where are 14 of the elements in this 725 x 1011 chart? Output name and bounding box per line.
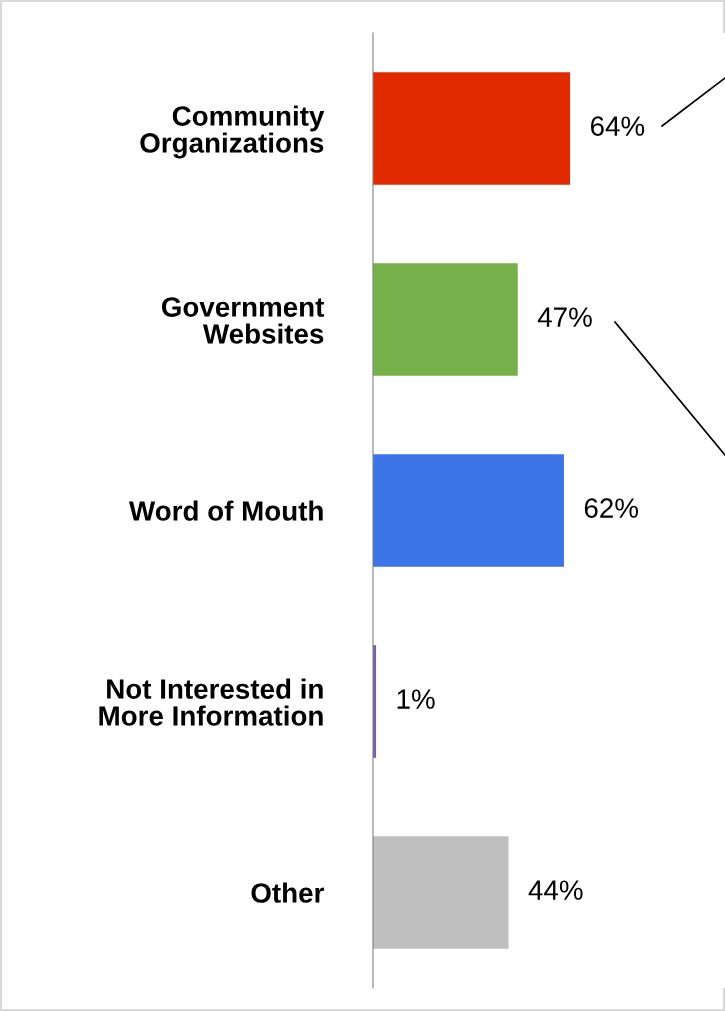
y-tick-label: Not Interested in More Information: [99, 678, 323, 726]
y-tick-label: Word of Mouth: [129, 500, 323, 521]
bar: [373, 836, 509, 949]
bar: [373, 263, 518, 376]
y-tick-label: Other: [251, 882, 324, 903]
data-label: 47%: [537, 307, 592, 327]
data-label: 1%: [397, 689, 435, 709]
data-label: 44%: [528, 880, 583, 900]
bar: [373, 454, 564, 567]
data-label: 64%: [590, 116, 645, 136]
y-tick-label: Community Organizations: [140, 105, 325, 159]
y-tick-label: Government Websites: [161, 297, 325, 344]
bar: [373, 72, 571, 185]
data-label: 62%: [584, 498, 639, 518]
